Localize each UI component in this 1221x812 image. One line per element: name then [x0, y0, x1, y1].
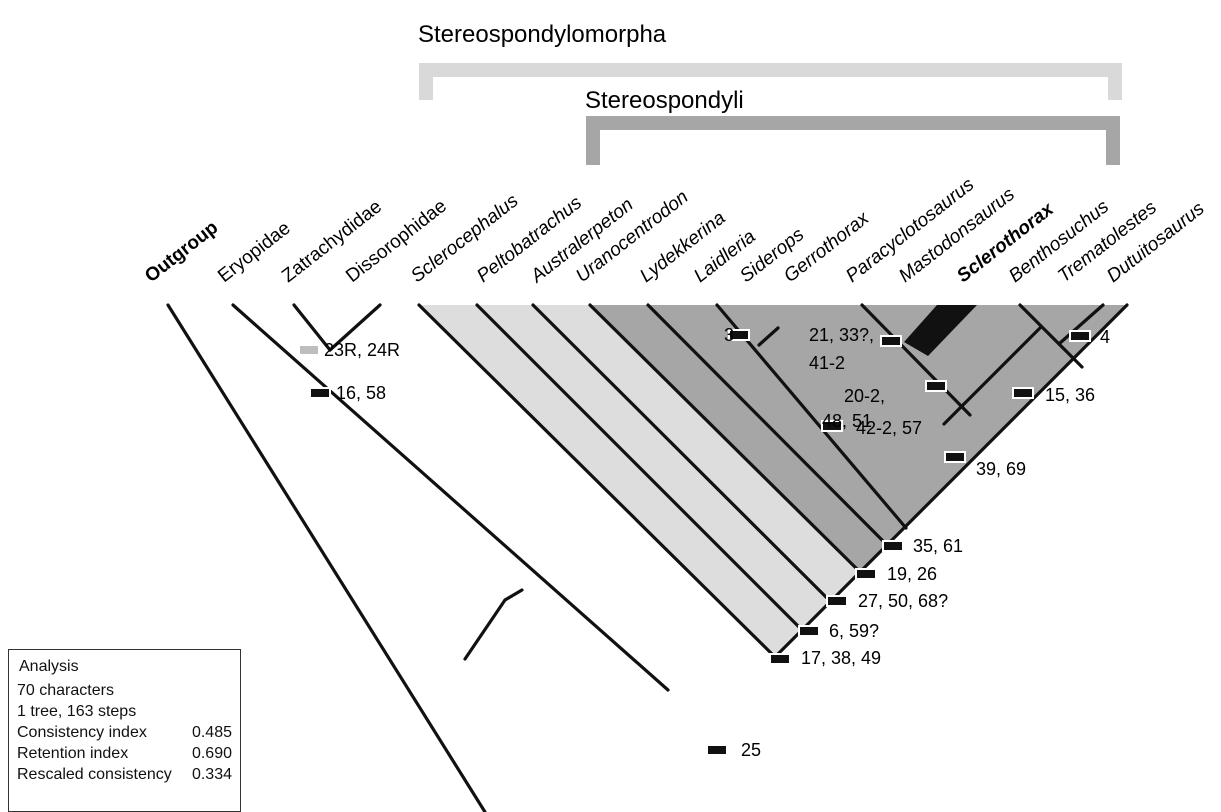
tree-branch: [231, 303, 670, 692]
tree-branch: [166, 303, 487, 812]
legend-line: 1 tree, 163 steps: [17, 703, 137, 720]
legend-stat-label: Retention index: [17, 745, 129, 762]
character-label: 23R, 24R: [324, 340, 400, 360]
character-label: 3: [724, 325, 734, 345]
tree-branch: [1058, 303, 1105, 345]
tree-branch: [328, 303, 382, 352]
legend-stat-label: Rescaled consistency: [17, 766, 172, 783]
legend-line: 70 characters: [17, 682, 114, 699]
character-label: 16, 58: [336, 383, 386, 403]
taxon-label: Outgroup: [141, 217, 222, 287]
tree-branch: [475, 303, 805, 633]
legend-stat-value: 0.334: [191, 766, 232, 783]
tree-branch: [646, 303, 890, 548]
character-marker: [309, 387, 331, 399]
stereospondylomorpha-bracket: [419, 63, 1122, 100]
character-label: 39, 69: [976, 459, 1026, 479]
character-marker: [826, 595, 848, 607]
taxon-label: Sclerocephalus: [407, 190, 523, 287]
character-marker: [880, 335, 902, 347]
character-marker: [769, 653, 791, 665]
character-marker: [1069, 330, 1091, 342]
character-marker: [925, 380, 947, 392]
tree-branch: [417, 303, 777, 659]
character-label: 27, 50, 68?: [858, 591, 948, 611]
tree-branch: [860, 303, 972, 417]
analysis-legend: Analysis 70 characters 1 tree, 163 steps…: [8, 649, 241, 812]
legend-stat-row: Rescaled consistency 0.334: [17, 764, 240, 785]
character-label: 21, 33?,: [809, 325, 874, 345]
tree-branch: [942, 326, 1042, 426]
character-marker: [944, 451, 966, 463]
tree-branch: [588, 303, 862, 574]
character-label: 48, 51: [822, 411, 872, 431]
stereospondyli-bracket: [586, 116, 1120, 165]
legend-stat-row: Retention index 0.690: [17, 743, 240, 764]
character-marker: [706, 744, 728, 756]
character-marker: [798, 625, 820, 637]
legend-title: Analysis: [19, 658, 79, 675]
character-label: 25: [741, 740, 761, 760]
stereospondylomorpha-label: Stereospondylomorpha: [418, 21, 667, 48]
character-label: 42-2, 57: [856, 418, 922, 438]
stereospondyli-label: Stereospondyli: [585, 87, 744, 114]
character-label: 20-2,: [844, 386, 885, 406]
character-label: 4: [1100, 327, 1110, 347]
character-label: 6, 59?: [829, 621, 879, 641]
tree-branch: [503, 588, 524, 602]
character-label: 19, 26: [887, 564, 937, 584]
legend-stat-label: Consistency index: [17, 724, 147, 741]
character-label: 41-2: [809, 353, 845, 373]
character-marker: [728, 329, 750, 341]
character-marker: [298, 344, 320, 356]
character-label: 35, 61: [913, 536, 963, 556]
tree-branch: [1018, 303, 1084, 369]
legend-stat-value: 0.690: [191, 745, 232, 762]
character-label: 15, 36: [1045, 385, 1095, 405]
tree-branch: [715, 303, 908, 530]
legend-stat-value: 0.485: [191, 724, 232, 741]
crown-clade-shading: [590, 305, 1127, 572]
tree-branch: [757, 326, 780, 347]
character-marker: [882, 540, 904, 552]
character-label: 17, 38, 49: [801, 648, 881, 668]
character-marker: [821, 420, 843, 432]
legend-stat-row: Consistency index 0.485: [17, 722, 240, 743]
tree-branch: [292, 303, 332, 352]
character-marker: [855, 568, 877, 580]
tree-branch: [531, 303, 834, 605]
character-marker: [1012, 387, 1034, 399]
sclerothorax-highlight: [904, 305, 977, 356]
tree-branch: [463, 598, 507, 661]
